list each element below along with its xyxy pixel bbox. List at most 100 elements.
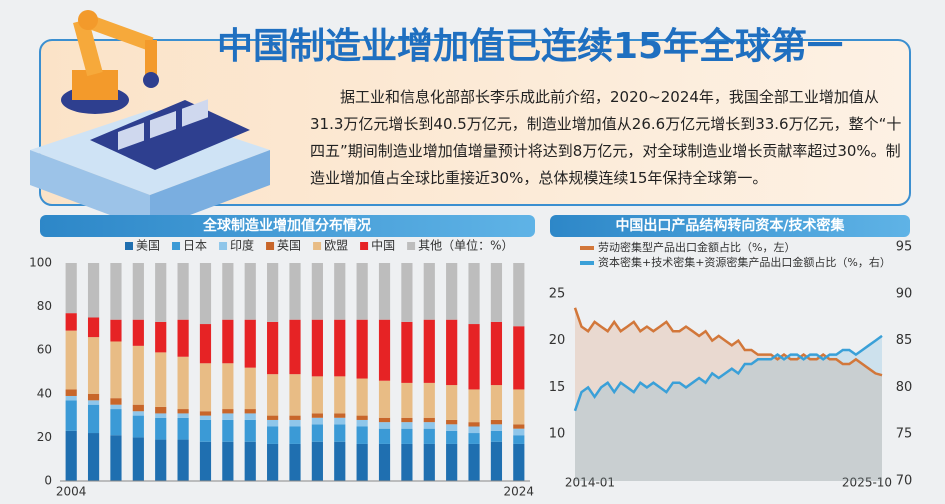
bar-segment xyxy=(356,378,368,416)
bar-segment xyxy=(468,443,480,481)
bar-segment xyxy=(311,413,323,418)
bar-segment xyxy=(155,417,167,440)
bar-segment xyxy=(222,419,234,442)
bar-segment xyxy=(199,263,212,325)
bar-segment xyxy=(199,441,212,481)
bar-segment xyxy=(155,439,167,481)
bar-segment xyxy=(289,426,301,444)
bar-segment xyxy=(513,428,525,436)
bar-segment xyxy=(155,352,167,407)
chart-title-bar xyxy=(550,215,910,237)
bar-segment xyxy=(401,382,413,418)
bar-segment xyxy=(513,443,525,481)
y-tick-label: 20 xyxy=(37,430,52,444)
bar-segment xyxy=(378,417,391,423)
bar-segment xyxy=(244,441,256,481)
bar-segment xyxy=(401,417,413,423)
bar-segment xyxy=(244,413,256,420)
bar-segment xyxy=(311,263,323,320)
bar-segment xyxy=(311,441,323,481)
bar-segment xyxy=(468,433,480,444)
bar-segment xyxy=(401,263,413,322)
bar-segment xyxy=(490,424,503,431)
y-tick-label: 60 xyxy=(37,343,52,357)
y2-tick-label: 70 xyxy=(896,474,913,489)
bar-segment xyxy=(222,263,234,320)
y-tick-label: 20 xyxy=(549,333,566,348)
bar-segment xyxy=(446,424,458,431)
bar-segment xyxy=(401,422,413,429)
bar-segment xyxy=(334,417,346,425)
bar-segment xyxy=(311,417,323,425)
bar-segment xyxy=(468,324,480,390)
bar-segment xyxy=(110,409,122,436)
bar-segment xyxy=(155,406,167,414)
bar-segment xyxy=(289,319,301,375)
bar-segment xyxy=(87,337,100,394)
bar-segment xyxy=(155,321,167,353)
bar-segment xyxy=(110,398,122,405)
bar-segment xyxy=(177,356,189,410)
bar-segment xyxy=(334,263,346,320)
bar-segment xyxy=(446,263,458,320)
bar-segment xyxy=(311,319,323,377)
y-tick-label: 100 xyxy=(29,256,52,270)
bar-segment xyxy=(423,422,435,429)
legend-swatch xyxy=(313,242,322,250)
bar-segment xyxy=(334,376,346,414)
bar-segment xyxy=(199,411,212,416)
bar-segment xyxy=(334,413,346,418)
bar-segment xyxy=(65,395,77,401)
bar-segment xyxy=(513,263,525,327)
bar-segment xyxy=(468,389,480,423)
legend-label: 印度 xyxy=(230,238,254,253)
bar-segment xyxy=(378,319,391,381)
bar-segment xyxy=(289,415,301,420)
bar-segment xyxy=(177,439,189,481)
bar-segment xyxy=(267,374,279,416)
legend-swatch xyxy=(360,242,369,250)
bar-segment xyxy=(110,263,122,320)
line xyxy=(573,334,883,412)
legend-label: 中国 xyxy=(371,238,395,253)
bar-segment xyxy=(356,415,368,420)
bar-segment xyxy=(267,321,279,375)
x-tick-label: 2024 xyxy=(504,485,535,499)
bar-segment xyxy=(177,417,189,440)
bar-segment xyxy=(401,443,413,481)
y2-tick-label: 85 xyxy=(896,333,913,348)
bar-segment xyxy=(110,435,122,481)
bar-segment xyxy=(334,424,346,442)
bar-segment xyxy=(132,319,144,346)
bar-segment xyxy=(356,419,368,427)
legend-label: 资本密集+技术密集+资源密集产品出口金额占比（%，右） xyxy=(598,255,891,269)
bar-segment xyxy=(110,319,122,342)
bar-segment xyxy=(199,363,212,412)
y-tick-label: 25 xyxy=(549,286,566,301)
legend-label: 日本 xyxy=(183,239,207,253)
y2-tick-label: 80 xyxy=(896,380,913,395)
bar-segment xyxy=(267,419,279,427)
bar-segment xyxy=(87,317,100,338)
bar-segment xyxy=(110,341,122,399)
bar-segment xyxy=(446,419,458,425)
bar-segment xyxy=(199,415,212,420)
bar-segment xyxy=(87,404,100,434)
bar-segment xyxy=(468,263,480,325)
bar-segment xyxy=(65,330,77,390)
y-tick-label: 15 xyxy=(549,380,566,395)
bar-segment xyxy=(87,263,100,318)
bar-segment xyxy=(132,415,144,438)
page-title: 中国制造业增加值已连续15年全球第一 xyxy=(217,25,843,67)
bar-segment xyxy=(356,319,368,379)
legend-swatch xyxy=(125,242,133,250)
bar-segment xyxy=(446,319,458,386)
bar-segment xyxy=(468,426,480,434)
line xyxy=(573,307,883,377)
bar-segment xyxy=(222,441,234,481)
legend-label: 其他 xyxy=(418,239,442,253)
robot-illustration xyxy=(30,10,270,230)
x-tick-label: 2025-10 xyxy=(842,476,892,490)
bar-segment xyxy=(446,443,458,481)
intro-paragraph: 据工业和信息化部部长李乐成此前介绍，2020~2024年，我国全部工业增加值从3… xyxy=(310,88,902,187)
